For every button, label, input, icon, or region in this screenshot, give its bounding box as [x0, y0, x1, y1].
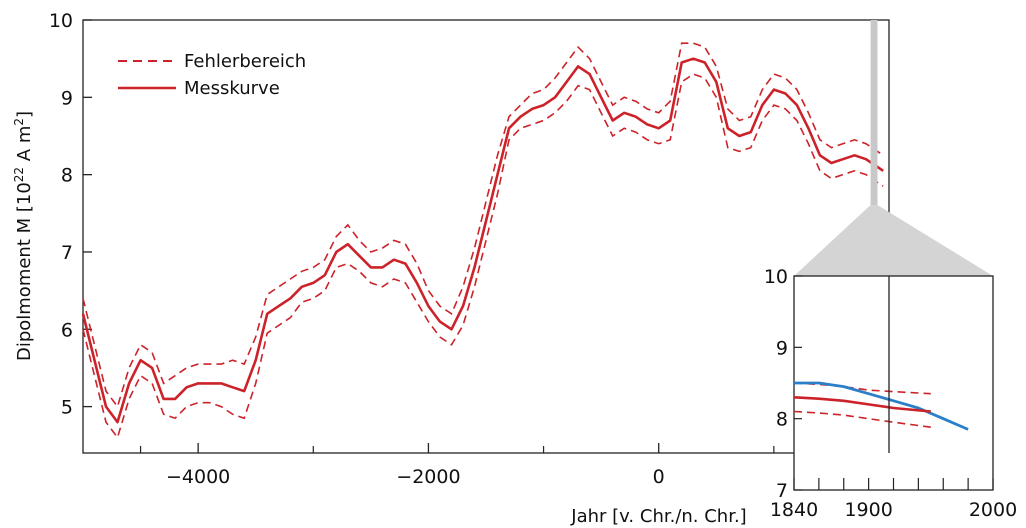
inset-messkurve-line — [793, 396, 931, 413]
y-tick-label: 5 — [61, 397, 73, 419]
y-axis-title: Dipolmoment M [1022 A m2] — [12, 111, 35, 361]
fehlerbereich-lower-line — [82, 73, 884, 440]
x-tick-label: −4000 — [166, 466, 230, 488]
y-axis-title-square: 2 — [12, 118, 26, 126]
legend-label-fehlerbereich: Fehlerbereich — [184, 51, 306, 72]
y-tick-label: 8 — [61, 165, 73, 187]
legend: Fehlerbereich Messkurve — [118, 51, 306, 99]
highlight-band — [870, 20, 878, 276]
y-axis-title-close: ] — [14, 111, 35, 118]
inset-y-tick-label: 8 — [776, 409, 788, 431]
x-tick-label: 0 — [653, 466, 665, 488]
legend-label-messkurve: Messkurve — [184, 78, 280, 99]
x-axis-title: Jahr [v. Chr./n. Chr.] — [570, 506, 746, 527]
main-series-layer — [81, 42, 884, 440]
y-axis-title-unit: A m — [14, 126, 35, 167]
messkurve-line — [81, 57, 884, 424]
zoom-connector — [794, 20, 993, 276]
main-axes: 5 6 7 8 9 10 −4000 −2000 0 — [49, 10, 890, 488]
inset-series-layer — [793, 276, 969, 453]
inset-x-tick-label: 1900 — [844, 499, 892, 521]
y-tick-label: 9 — [61, 87, 73, 109]
x-tick-label: −2000 — [396, 466, 460, 488]
inset-x-tick-label: 2000 — [969, 499, 1017, 521]
y-tick-label: 10 — [49, 10, 73, 32]
inset-y-tick-label: 9 — [776, 337, 788, 359]
inset-y-tick-label: 10 — [764, 266, 788, 288]
inset-direct-measurement-line — [794, 381, 969, 431]
inset-y-tick-label: 7 — [776, 480, 788, 502]
inset-fehlerbereich-lower-line — [793, 410, 931, 428]
y-tick-label: 6 — [61, 319, 73, 341]
inset-x-tick-label: 1840 — [770, 499, 818, 521]
fehlerbereich-upper-line — [82, 42, 884, 409]
y-tick-label: 7 — [61, 242, 73, 264]
zoom-trapezoid — [794, 205, 993, 276]
y-axis-title-main: Dipolmoment M [10 — [14, 182, 35, 361]
y-axis-title-exponent: 22 — [12, 167, 26, 182]
inset-axes: 7 8 9 10 1840 1900 2000 — [764, 266, 1017, 521]
